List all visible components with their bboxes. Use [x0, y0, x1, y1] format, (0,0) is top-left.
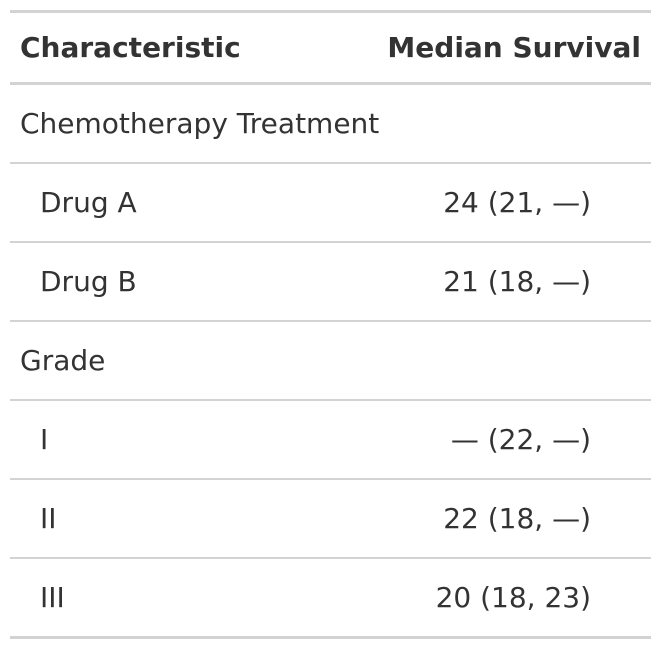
table-body: Chemotherapy Treatment Drug A 24 (21, —)… — [10, 83, 651, 638]
row-label: II — [10, 479, 385, 559]
row-label: Drug B — [10, 242, 385, 322]
row-value: 24 (21, —) — [384, 163, 651, 243]
row-value — [384, 83, 651, 164]
table-row-group-chemotherapy: Chemotherapy Treatment — [10, 83, 651, 164]
table-row-grade-i: I — (22, —) — [10, 400, 651, 480]
row-label: Chemotherapy Treatment — [10, 83, 385, 164]
table-header: Characteristic Median Survival — [10, 11, 651, 85]
row-label: I — [10, 400, 385, 480]
median-survival-column-header: Median Survival — [384, 11, 651, 85]
row-label: Drug A — [10, 163, 385, 243]
row-label: III — [40, 581, 65, 614]
header-row: Characteristic Median Survival — [10, 11, 651, 85]
row-value: — (22, —) — [384, 400, 651, 480]
summary-table: Characteristic Median Survival Chemother… — [10, 10, 651, 639]
table-row-grade-ii: II 22 (18, —) — [10, 479, 651, 559]
row-label: Grade — [10, 321, 385, 401]
table-row-group-grade: Grade — [10, 321, 651, 401]
row-value: 20 (18, 23) — [435, 581, 591, 614]
table-row-drug-a: Drug A 24 (21, —) — [10, 163, 651, 243]
summary-table-container: Characteristic Median Survival Chemother… — [10, 10, 651, 639]
table-row-grade-iii: III 20 (18, 23) — [10, 558, 651, 638]
table-row-drug-b: Drug B 21 (18, —) — [10, 242, 651, 322]
row-value — [384, 321, 651, 401]
characteristic-column-header: Characteristic — [10, 11, 385, 85]
row-value: 21 (18, —) — [384, 242, 651, 322]
row-value: 22 (18, —) — [384, 479, 651, 559]
